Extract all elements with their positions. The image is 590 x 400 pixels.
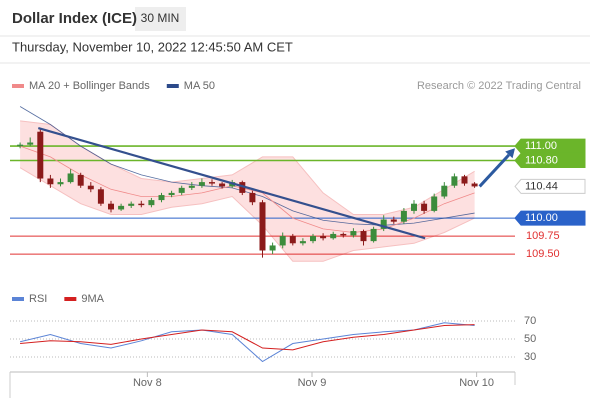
level-box xyxy=(514,210,586,226)
candle-body xyxy=(148,200,155,206)
legend-label: RSI xyxy=(29,293,47,305)
candle-body xyxy=(461,176,468,184)
candle-body xyxy=(320,236,327,239)
x-tick-label: Nov 9 xyxy=(298,377,327,389)
candle-body xyxy=(178,187,185,193)
candle-body xyxy=(57,182,64,185)
series-line xyxy=(19,322,475,363)
legend-swatch xyxy=(12,84,24,88)
candle-body xyxy=(239,182,246,193)
candle-body xyxy=(138,203,145,206)
bollinger-area xyxy=(20,120,475,262)
candle-body xyxy=(27,142,34,145)
ma50-line xyxy=(19,106,475,226)
level-box xyxy=(514,153,586,169)
level-box xyxy=(514,138,586,154)
legend-label: MA 50 xyxy=(184,80,215,92)
level-label: 109.75 xyxy=(526,230,560,242)
candle-body xyxy=(471,183,478,187)
candle-body xyxy=(441,185,448,197)
candle-body xyxy=(411,203,417,211)
candle-body xyxy=(370,228,377,242)
candle-body xyxy=(421,203,428,211)
credit: Research © 2022 Trading Central xyxy=(417,80,581,92)
candle-body xyxy=(340,233,347,236)
level-label: 110.80 xyxy=(525,154,558,166)
title: Dollar Index (ICE) xyxy=(12,10,137,27)
candle-body xyxy=(451,176,458,186)
timeframe: 30 MIN xyxy=(141,11,180,25)
legend-label: MA 20 + Bollinger Bands xyxy=(29,80,150,92)
candle-body xyxy=(37,131,44,179)
candle-body xyxy=(431,196,438,211)
timestamp: Thursday, November 10, 2022 12:45:50 AM … xyxy=(12,39,293,54)
arrow-head xyxy=(505,148,515,159)
candle-body xyxy=(360,231,367,242)
candle-body xyxy=(330,233,337,239)
trendline xyxy=(37,127,426,240)
timeframe-box xyxy=(135,7,186,31)
x-tick-label: Nov 10 xyxy=(459,377,494,389)
legend-swatch xyxy=(64,297,77,301)
candle-body xyxy=(168,192,175,196)
candle-body xyxy=(47,178,54,185)
candle-body xyxy=(289,236,296,244)
level-label: 109.50 xyxy=(526,248,560,260)
legend-swatch xyxy=(12,297,24,301)
candle-body xyxy=(400,210,407,222)
level-box xyxy=(514,178,586,194)
candle-body xyxy=(198,182,205,186)
legend-label: 9MA xyxy=(81,293,104,305)
candle-body xyxy=(259,202,266,251)
candle-body xyxy=(390,219,397,222)
candle-body xyxy=(249,192,256,203)
ma20-line xyxy=(19,145,475,233)
level-label: 110.44 xyxy=(525,180,558,192)
candle-body xyxy=(67,173,74,183)
candle-body xyxy=(128,203,135,206)
candle-body xyxy=(269,245,276,251)
candle-body xyxy=(219,183,226,187)
candle-body xyxy=(279,236,286,246)
y-tick-label: 70 xyxy=(524,315,536,327)
series-line xyxy=(20,324,475,351)
candle-body xyxy=(17,144,24,147)
level-label: 110.00 xyxy=(525,212,558,224)
candle-body xyxy=(108,203,114,210)
candle-body xyxy=(209,182,215,184)
bollinger-line xyxy=(19,167,475,262)
candle-body xyxy=(310,236,316,242)
x-tick-label: Nov 8 xyxy=(133,377,162,389)
legend-swatch xyxy=(166,84,179,88)
candle-body xyxy=(380,219,387,229)
candle-body xyxy=(87,185,94,190)
candle-body xyxy=(77,174,84,186)
y-tick-label: 50 xyxy=(524,333,536,345)
candle-body xyxy=(118,205,125,210)
level-label: 111.00 xyxy=(525,140,557,152)
candle-body xyxy=(158,195,165,201)
candle-body xyxy=(97,189,104,204)
candle-body xyxy=(299,241,306,244)
forecast-arrow xyxy=(478,153,510,188)
candle-body xyxy=(350,231,357,236)
y-tick-label: 30 xyxy=(524,351,536,363)
candle-body xyxy=(188,185,195,188)
